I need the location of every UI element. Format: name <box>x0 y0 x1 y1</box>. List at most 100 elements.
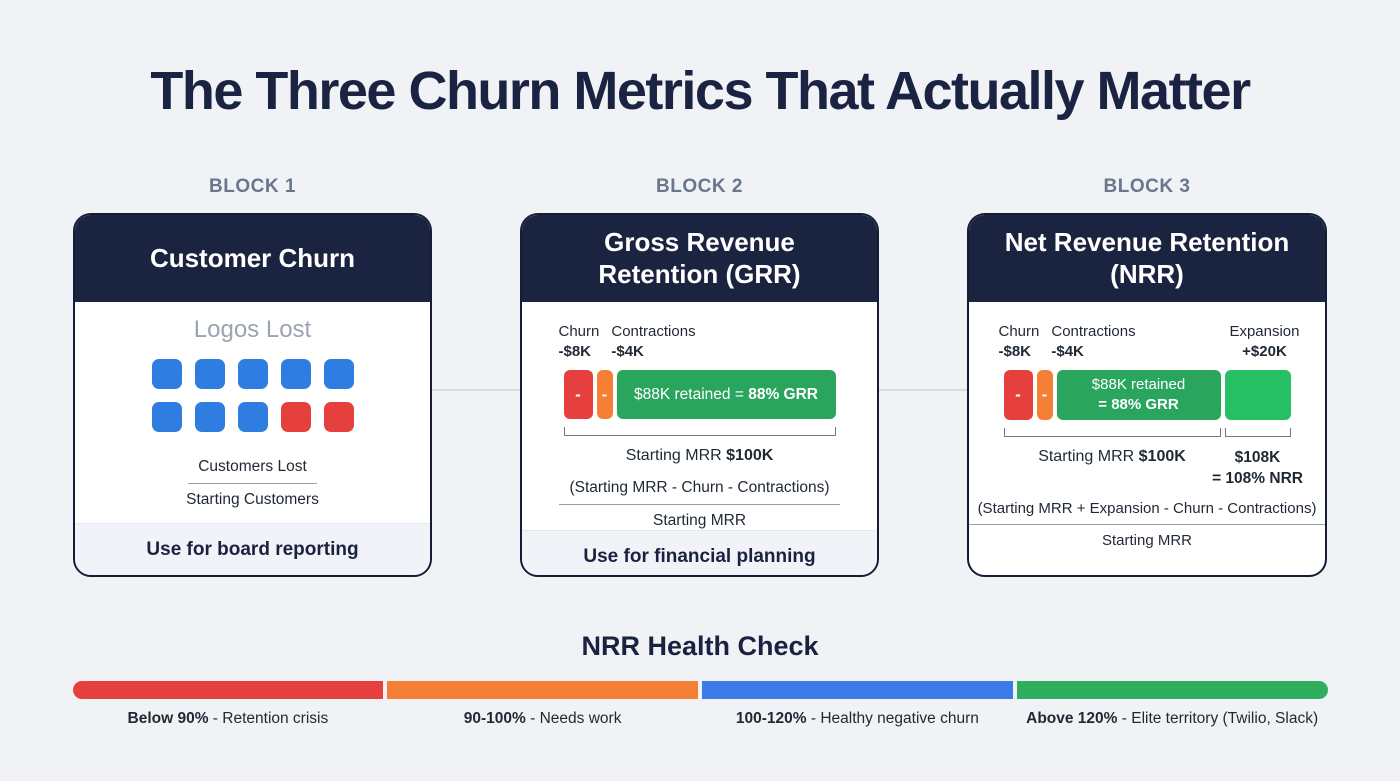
red-customer-square <box>280 402 311 432</box>
blue-customer-square <box>151 359 182 389</box>
nrr-churn-value: -$8K <box>998 342 1032 360</box>
blue-customer-square <box>323 359 354 389</box>
minus-icon: - <box>575 384 581 404</box>
nrr-expansion-label: Expansion +$20K <box>1229 322 1299 361</box>
grr-churn-segment: - <box>563 370 593 419</box>
health-label-1: Below 90% - Retention crisis <box>127 710 329 727</box>
health-check-scale <box>72 681 1328 699</box>
block-2-label: BLOCK 2 <box>656 176 743 197</box>
block-3-label: BLOCK 3 <box>1103 176 1191 197</box>
grr-card-body: Churn -$8K Contractions -$4K - - $88K re… <box>522 302 877 530</box>
nrr-expansion-value: +$20K <box>1242 342 1287 360</box>
blue-customer-square <box>237 359 268 389</box>
red-customer-square <box>323 402 354 432</box>
nrr-churn-label: Churn -$8K <box>999 322 1040 361</box>
churn-formula-numerator: Customers Lost <box>188 458 317 484</box>
grr-retained-text: $88K retained = 88% GRR <box>634 385 818 403</box>
blue-customer-square <box>194 359 225 389</box>
customer-churn-card-title: Customer Churn <box>75 215 430 302</box>
customer-churn-card-footer: Use for board reporting <box>75 523 430 575</box>
grr-contractions-value: -$4K <box>611 342 644 360</box>
grr-bar-labels: Churn -$8K Contractions -$4K <box>559 322 836 361</box>
nrr-churn-name: Churn <box>998 323 1040 340</box>
grr-churn-value: -$8K <box>558 342 592 360</box>
grr-formula: (Starting MRR - Churn - Contractions) St… <box>559 479 840 530</box>
health-label-2: 90-100% - Needs work <box>463 710 622 727</box>
nrr-bar-area: Churn -$8K Contractions -$4K Expansion +… <box>999 322 1303 490</box>
nrr-retained-segment: $88K retained = 88% GRR <box>1056 370 1221 420</box>
nrr-bar: - - $88K retained = 88% GRR <box>1003 370 1291 420</box>
nrr-starting-mrr: Starting MRR $100K <box>1038 448 1186 465</box>
nrr-health-check: NRR Health Check Below 90% - Retention c… <box>0 631 1400 728</box>
nrr-contractions-name: Contractions <box>1051 323 1136 340</box>
health-segment-1 <box>72 681 384 699</box>
minus-icon: - <box>1015 385 1021 404</box>
nrr-formula-denominator: Starting MRR <box>1101 532 1193 549</box>
nrr-contractions-segment: - <box>1036 370 1053 420</box>
health-label-3: 100-120% - Healthy negative churn <box>735 710 979 727</box>
minus-icon: - <box>1041 385 1048 404</box>
nrr-values-row: Starting MRR $100K $108K = 108% NRR <box>1004 448 1303 490</box>
block-3-group: BLOCK 3 Net Revenue Retention (NRR) Chur… <box>967 176 1327 577</box>
grr-contractions-name: Contractions <box>611 323 696 340</box>
grr-values-row: Starting MRR $100K <box>564 447 836 465</box>
nrr-result-line2: = 108% NRR <box>1212 469 1303 487</box>
customer-churn-card: Customer Churn Logos Lost Customers Lost… <box>73 213 432 577</box>
nrr-retained-line2: = 88% GRR <box>1098 396 1179 413</box>
health-segment-2 <box>387 681 698 699</box>
grr-churn-name: Churn <box>558 323 600 340</box>
health-segment-3 <box>702 681 1013 699</box>
grr-contractions-label: Contractions -$4K <box>611 322 695 361</box>
nrr-expansion-name: Expansion <box>1229 323 1300 340</box>
health-check-labels: Below 90% - Retention crisis 90-100% - Ne… <box>73 710 1328 728</box>
nrr-bar-labels: Churn -$8K Contractions -$4K Expansion +… <box>999 322 1300 361</box>
connector-line-1 <box>432 389 520 391</box>
connector-line-2 <box>879 389 967 391</box>
grr-contractions-segment: - <box>596 370 613 419</box>
page-title: The Three Churn Metrics That Actually Ma… <box>150 61 1251 121</box>
grr-card-title: Gross Revenue Retention (GRR) <box>522 215 877 302</box>
nrr-card: Net Revenue Retention (NRR) Churn -$8K C… <box>967 213 1327 577</box>
nrr-formula-numerator: (Starting MRR + Expansion - Churn - Cont… <box>969 500 1325 525</box>
grr-bracket-row <box>563 427 836 436</box>
blue-customer-square <box>237 402 268 432</box>
grr-formula-denominator: Starting MRR <box>652 512 747 529</box>
starting-mrr-bracket <box>1003 428 1221 437</box>
grr-formula-numerator: (Starting MRR - Churn - Contractions) <box>559 479 840 505</box>
customer-squares-grid <box>151 359 354 432</box>
blue-customer-square <box>151 402 182 432</box>
nrr-card-body: Churn -$8K Contractions -$4K Expansion +… <box>969 302 1325 575</box>
nrr-result: $108K = 108% NRR <box>1212 448 1303 490</box>
nrr-contractions-value: -$4K <box>1051 342 1084 360</box>
nrr-contractions-label: Contractions -$4K <box>1051 322 1135 361</box>
grr-retained-segment: $88K retained = 88% GRR <box>616 370 836 419</box>
health-label-4: Above 120% - Elite territory (Twilio, Sl… <box>1026 710 1319 727</box>
grr-card-footer: Use for financial planning <box>522 530 877 575</box>
customer-churn-card-body: Logos Lost Customers Lost Starting Custo… <box>75 302 430 523</box>
minus-icon: - <box>601 384 608 404</box>
health-segment-4 <box>1016 681 1328 699</box>
nrr-bracket-row <box>1003 428 1291 437</box>
starting-mrr-bracket <box>563 427 836 436</box>
logos-lost-caption: Logos Lost <box>193 316 312 343</box>
expansion-bracket <box>1224 428 1291 437</box>
block-2-group: BLOCK 2 Gross Revenue Retention (GRR) Ch… <box>520 176 879 577</box>
nrr-expansion-segment <box>1224 370 1291 420</box>
nrr-churn-segment: - <box>1003 370 1033 420</box>
nrr-card-title: Net Revenue Retention (NRR) <box>969 215 1325 302</box>
nrr-result-line1: $108K <box>1234 449 1281 466</box>
health-check-title: NRR Health Check <box>581 631 819 661</box>
blue-customer-square <box>194 402 225 432</box>
churn-formula: Customers Lost Starting Customers <box>186 458 319 509</box>
block-1-group: BLOCK 1 Customer Churn Logos Lost Custom… <box>73 176 432 577</box>
block-1-label: BLOCK 1 <box>209 176 296 197</box>
grr-starting-mrr: Starting MRR $100K <box>625 447 774 464</box>
nrr-formula: (Starting MRR + Expansion - Churn - Cont… <box>969 500 1325 549</box>
grr-churn-label: Churn -$8K <box>559 322 600 361</box>
grr-bar: - - $88K retained = 88% GRR <box>563 370 836 419</box>
nrr-retained-line1: $88K retained <box>1091 375 1186 393</box>
churn-formula-denominator: Starting Customers <box>186 491 319 508</box>
blue-customer-square <box>280 359 311 389</box>
grr-card: Gross Revenue Retention (GRR) Churn -$8K… <box>520 213 879 577</box>
